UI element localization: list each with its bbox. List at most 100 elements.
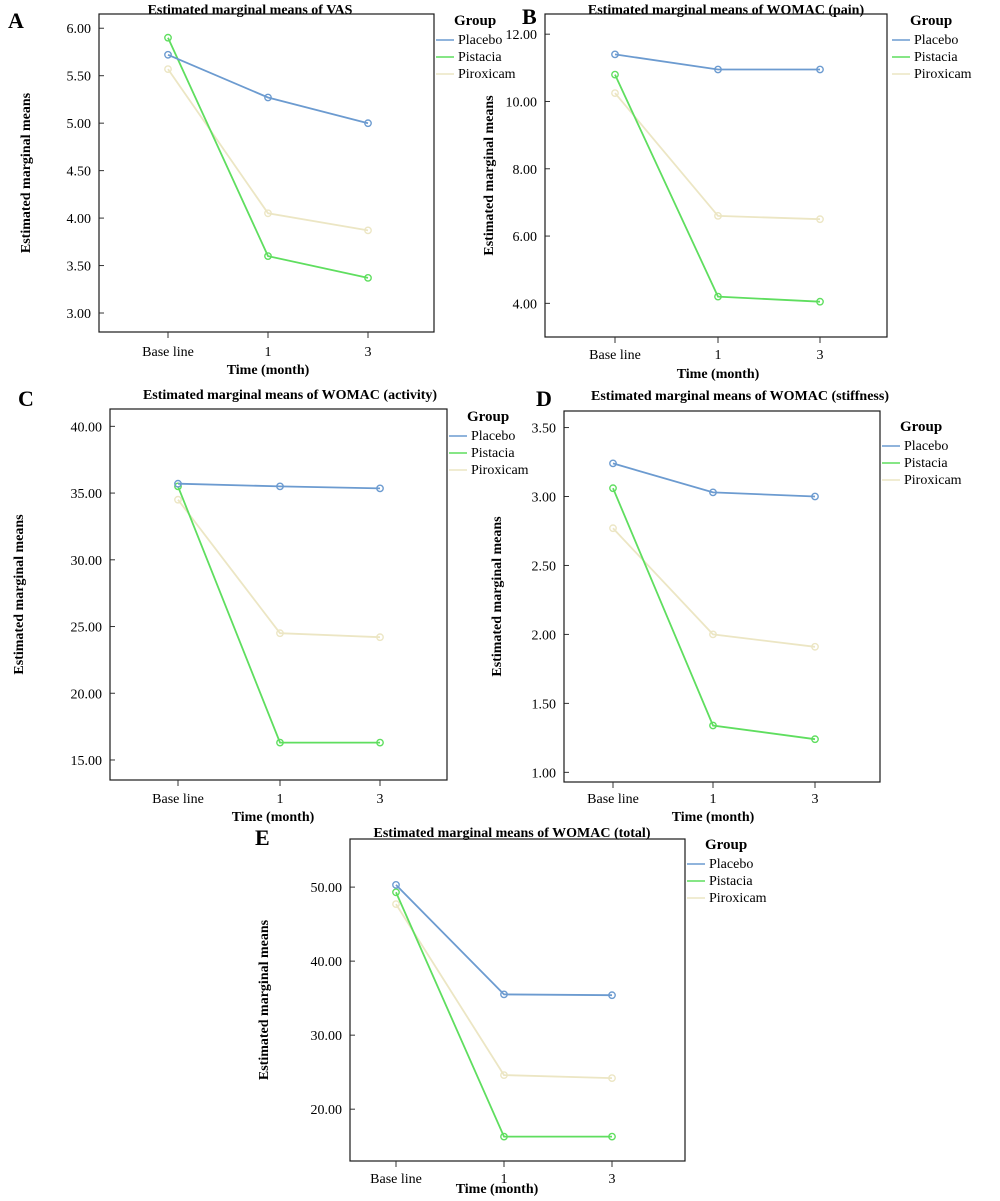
panel-letter: C: [18, 386, 34, 411]
y-tick-label: 3.00: [67, 307, 92, 322]
legend-title: Group: [900, 419, 942, 435]
chart-panel-b: B Estimated marginal means of WOMAC (pain…: [482, 3, 972, 382]
y-tick-label: 30.00: [71, 554, 103, 569]
legend: Group Placebo Pistacia Piroxicam: [449, 409, 529, 478]
data-point-piroxicam: [811, 642, 819, 651]
legend-label-placebo: Placebo: [458, 33, 502, 48]
series-line-placebo: [614, 53, 820, 71]
plot-frame: [563, 410, 881, 783]
data-point-pistacia: [376, 738, 384, 747]
y-tick-label: 4.00: [67, 212, 92, 227]
data-point-piroxicam: [609, 524, 617, 533]
legend-label-placebo: Placebo: [471, 429, 515, 444]
legend-label-placebo: Placebo: [904, 439, 948, 454]
series-line-piroxicam: [167, 68, 369, 232]
y-tick-label: 5.00: [67, 117, 92, 132]
series-line-placebo: [612, 462, 816, 498]
y-tick-label: 3.00: [532, 491, 557, 506]
y-tick-label: 20.00: [71, 687, 103, 702]
data-point-placebo: [611, 50, 619, 59]
y-tick-label: 20.00: [311, 1103, 343, 1118]
data-point-placebo: [609, 459, 617, 468]
legend-label-pistacia: Pistacia: [709, 874, 753, 889]
data-point-placebo: [264, 93, 272, 102]
data-point-piroxicam: [500, 1071, 508, 1080]
data-point-placebo: [276, 482, 284, 491]
y-tick-label: 50.00: [311, 881, 343, 896]
plot-frame: [349, 838, 686, 1162]
y-axis-title: Estimated marginal means: [482, 95, 497, 256]
x-tick-label: Base line: [587, 792, 639, 807]
data-point-pistacia: [714, 292, 722, 301]
y-tick-label: 40.00: [311, 955, 343, 970]
series-line-pistacia: [177, 486, 380, 744]
data-point-placebo: [811, 492, 819, 501]
series-line-pistacia: [614, 74, 821, 303]
data-point-placebo: [174, 479, 182, 488]
data-point-pistacia: [816, 297, 824, 306]
y-axis-title: Estimated marginal means: [257, 919, 272, 1080]
chart-panel-c: C Estimated marginal means of WOMAC (acti…: [12, 386, 529, 825]
data-point-piroxicam: [611, 89, 619, 98]
panel-letter: D: [536, 386, 552, 411]
x-tick-label: 3: [609, 1172, 616, 1187]
data-point-placebo: [500, 990, 508, 999]
legend-label-pistacia: Pistacia: [471, 446, 515, 461]
legend-label-piroxicam: Piroxicam: [914, 67, 972, 82]
chart-title: Estimated marginal means of WOMAC (total…: [374, 826, 651, 841]
data-point-piroxicam: [392, 900, 400, 908]
data-point-placebo: [816, 65, 824, 74]
series-line-placebo: [167, 53, 369, 125]
legend-label-piroxicam: Piroxicam: [458, 67, 516, 82]
data-point-piroxicam: [276, 629, 284, 638]
legend: Group Placebo Pistacia Piroxicam: [436, 13, 516, 82]
x-tick-label: Base line: [152, 792, 204, 807]
data-point-placebo: [608, 991, 616, 1000]
x-tick-label: 3: [817, 348, 824, 363]
data-point-pistacia: [609, 484, 617, 493]
legend-label-piroxicam: Piroxicam: [904, 473, 962, 488]
series-line-pistacia: [167, 37, 369, 279]
legend-label-placebo: Placebo: [709, 857, 753, 872]
x-axis-title: Time (month): [672, 810, 755, 825]
chart-title: Estimated marginal means of VAS: [148, 3, 353, 18]
data-point-pistacia: [392, 888, 400, 897]
legend: Group Placebo Pistacia Piroxicam: [882, 419, 962, 488]
y-tick-label: 5.50: [67, 70, 92, 85]
x-axis-title: Time (month): [227, 363, 310, 378]
data-point-piroxicam: [714, 211, 722, 220]
series-line-piroxicam: [614, 92, 821, 221]
data-point-piroxicam: [608, 1074, 616, 1083]
y-axis-title: Estimated marginal means: [490, 516, 505, 677]
data-point-pistacia: [264, 252, 272, 261]
legend: Group Placebo Pistacia Piroxicam: [687, 837, 767, 906]
panel-letter: B: [522, 4, 537, 29]
x-tick-label: 1: [501, 1172, 508, 1187]
chart-panel-a: A Estimated marginal means of VAS 3.00 3.50…: [8, 3, 516, 378]
legend-title: Group: [910, 13, 952, 29]
data-point-piroxicam: [709, 630, 717, 639]
legend-title: Group: [467, 409, 509, 425]
series-line-placebo: [177, 482, 381, 490]
data-point-piroxicam: [174, 495, 182, 504]
y-tick-label: 35.00: [71, 487, 103, 502]
legend-label-placebo: Placebo: [914, 33, 958, 48]
legend-label-pistacia: Pistacia: [904, 456, 948, 471]
data-point-placebo: [714, 65, 722, 74]
series-line-piroxicam: [395, 903, 613, 1079]
data-point-pistacia: [174, 482, 182, 491]
panel-letter: E: [255, 825, 270, 850]
data-point-pistacia: [811, 735, 819, 744]
data-point-placebo: [392, 881, 400, 889]
x-tick-label: 3: [377, 792, 384, 807]
x-tick-label: 1: [265, 345, 272, 360]
y-axis-title: Estimated marginal means: [12, 514, 27, 675]
y-tick-label: 25.00: [71, 621, 103, 636]
series-line-piroxicam: [612, 527, 816, 648]
legend-label-pistacia: Pistacia: [914, 50, 958, 65]
chart-title: Estimated marginal means of WOMAC (activ…: [143, 388, 437, 403]
y-tick-label: 1.00: [532, 766, 557, 781]
series-line-piroxicam: [177, 499, 381, 639]
data-point-piroxicam: [364, 226, 372, 235]
